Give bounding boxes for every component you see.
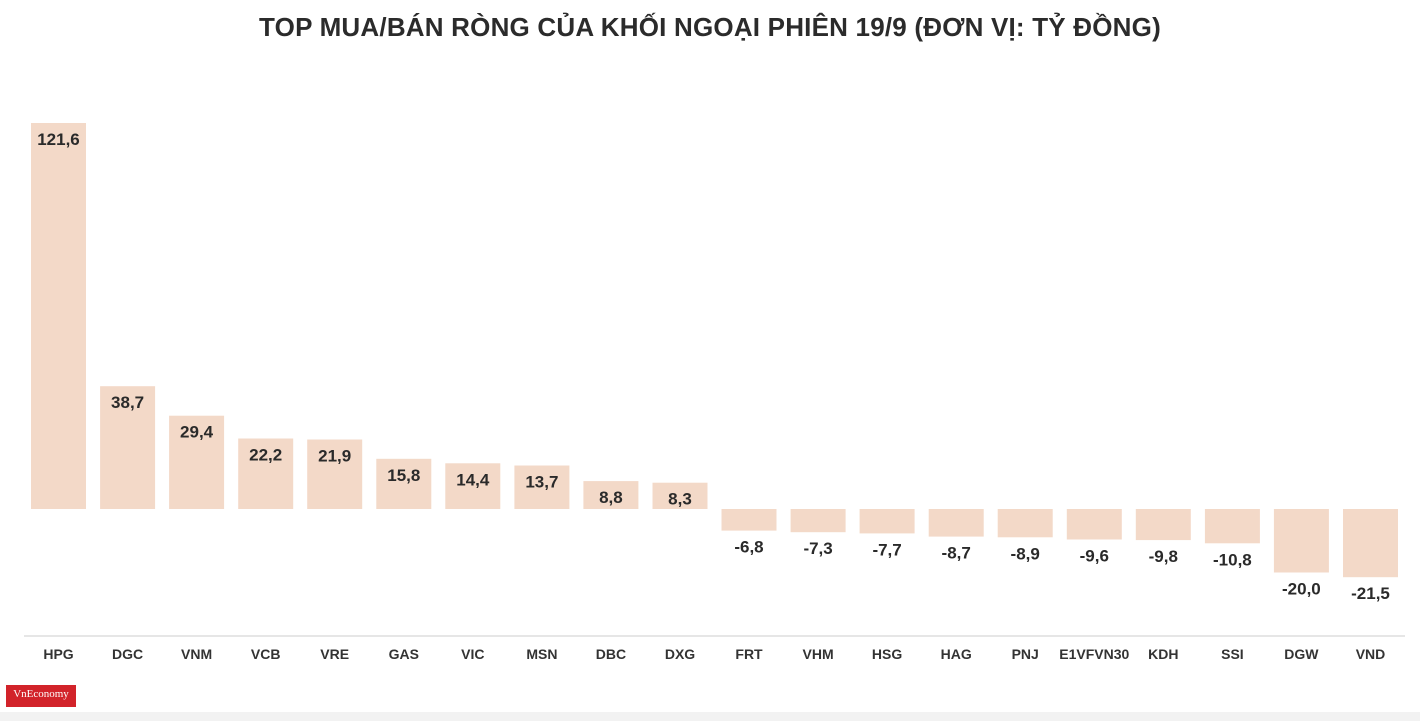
bar-dgc — [100, 386, 156, 509]
tick-label-gas: GAS — [389, 646, 419, 662]
logo-text: VnEconomy — [13, 688, 69, 700]
bar-vnm — [169, 415, 225, 509]
value-label-hpg: 121,6 — [37, 130, 80, 149]
tick-label-hpg: HPG — [43, 646, 73, 662]
value-label-e1vfvn30: -9,6 — [1080, 547, 1109, 566]
bar-pnj — [997, 509, 1053, 538]
value-label-vic: 14,4 — [456, 470, 490, 489]
bar-vhm — [790, 509, 846, 533]
bar-ssi — [1204, 509, 1260, 544]
bar-vre — [307, 439, 363, 509]
tick-label-dgc: DGC — [112, 646, 143, 662]
tick-label-hag: HAG — [941, 646, 972, 662]
tick-label-ssi: SSI — [1221, 646, 1244, 662]
tick-label-vic: VIC — [461, 646, 484, 662]
tick-label-hsg: HSG — [872, 646, 902, 662]
value-label-hag: -8,7 — [942, 544, 971, 563]
tick-label-dbc: DBC — [596, 646, 626, 662]
bars-layer — [31, 123, 1398, 578]
value-label-dxg: 8,3 — [668, 490, 692, 509]
tick-label-kdh: KDH — [1148, 646, 1178, 662]
value-label-dgc: 38,7 — [111, 393, 144, 412]
chart-title: TOP MUA/BÁN RÒNG CỦA KHỐI NGOẠI PHIÊN 19… — [259, 12, 1161, 42]
value-label-vcb: 22,2 — [249, 446, 282, 465]
tick-label-vnd: VND — [1356, 646, 1386, 662]
bar-kdh — [1135, 509, 1191, 541]
tick-label-vhm: VHM — [803, 646, 834, 662]
bar-hag — [928, 509, 984, 537]
bar-vic — [445, 463, 501, 509]
tick-label-dxg: DXG — [665, 646, 695, 662]
footer-strip — [0, 712, 1420, 721]
bar-frt — [721, 509, 777, 531]
value-labels-layer: 121,6 38,7 29,4 22,2 21,9 15,8 14,4 13,7 8,8 8,3 -… — [37, 130, 1390, 603]
bar-dgw — [1273, 509, 1329, 573]
bar-vcb — [238, 438, 294, 509]
value-label-kdh: -9,8 — [1149, 547, 1178, 566]
bar-hpg — [31, 123, 86, 509]
bar-e1vfvn30 — [1066, 509, 1122, 540]
value-label-hsg: -7,7 — [872, 540, 901, 559]
vneconomy-logo: VnEconomy — [6, 685, 76, 707]
value-label-frt: -6,8 — [734, 538, 763, 557]
tick-label-dgw: DGW — [1284, 646, 1319, 662]
value-label-vre: 21,9 — [318, 447, 351, 466]
tick-label-frt: FRT — [735, 646, 763, 662]
value-label-vnm: 29,4 — [180, 423, 214, 442]
tick-label-vnm: VNM — [181, 646, 212, 662]
bar-dxg — [652, 482, 708, 509]
tick-label-msn: MSN — [526, 646, 557, 662]
bar-hsg — [859, 509, 915, 534]
value-label-pnj: -8,9 — [1011, 544, 1040, 563]
bar-dbc — [583, 481, 639, 509]
value-label-msn: 13,7 — [525, 473, 558, 492]
value-label-dgw: -20,0 — [1282, 580, 1321, 599]
value-label-gas: 15,8 — [387, 466, 420, 485]
value-label-vnd: -21,5 — [1351, 584, 1390, 603]
value-label-vhm: -7,3 — [803, 539, 832, 558]
tick-label-e1vfvn30: E1VFVN30 — [1059, 646, 1129, 662]
tick-label-vre: VRE — [320, 646, 349, 662]
x-tick-labels-layer: HPG DGC VNM VCB VRE GAS VIC MSN DBC DXG FRT VHM HSG H… — [43, 646, 1385, 662]
value-label-dbc: 8,8 — [599, 488, 623, 507]
tick-label-vcb: VCB — [251, 646, 281, 662]
bar-vnd — [1343, 509, 1398, 578]
bar-gas — [376, 458, 432, 509]
tick-label-pnj: PNJ — [1012, 646, 1039, 662]
value-label-ssi: -10,8 — [1213, 550, 1252, 569]
bar-msn — [514, 465, 570, 509]
